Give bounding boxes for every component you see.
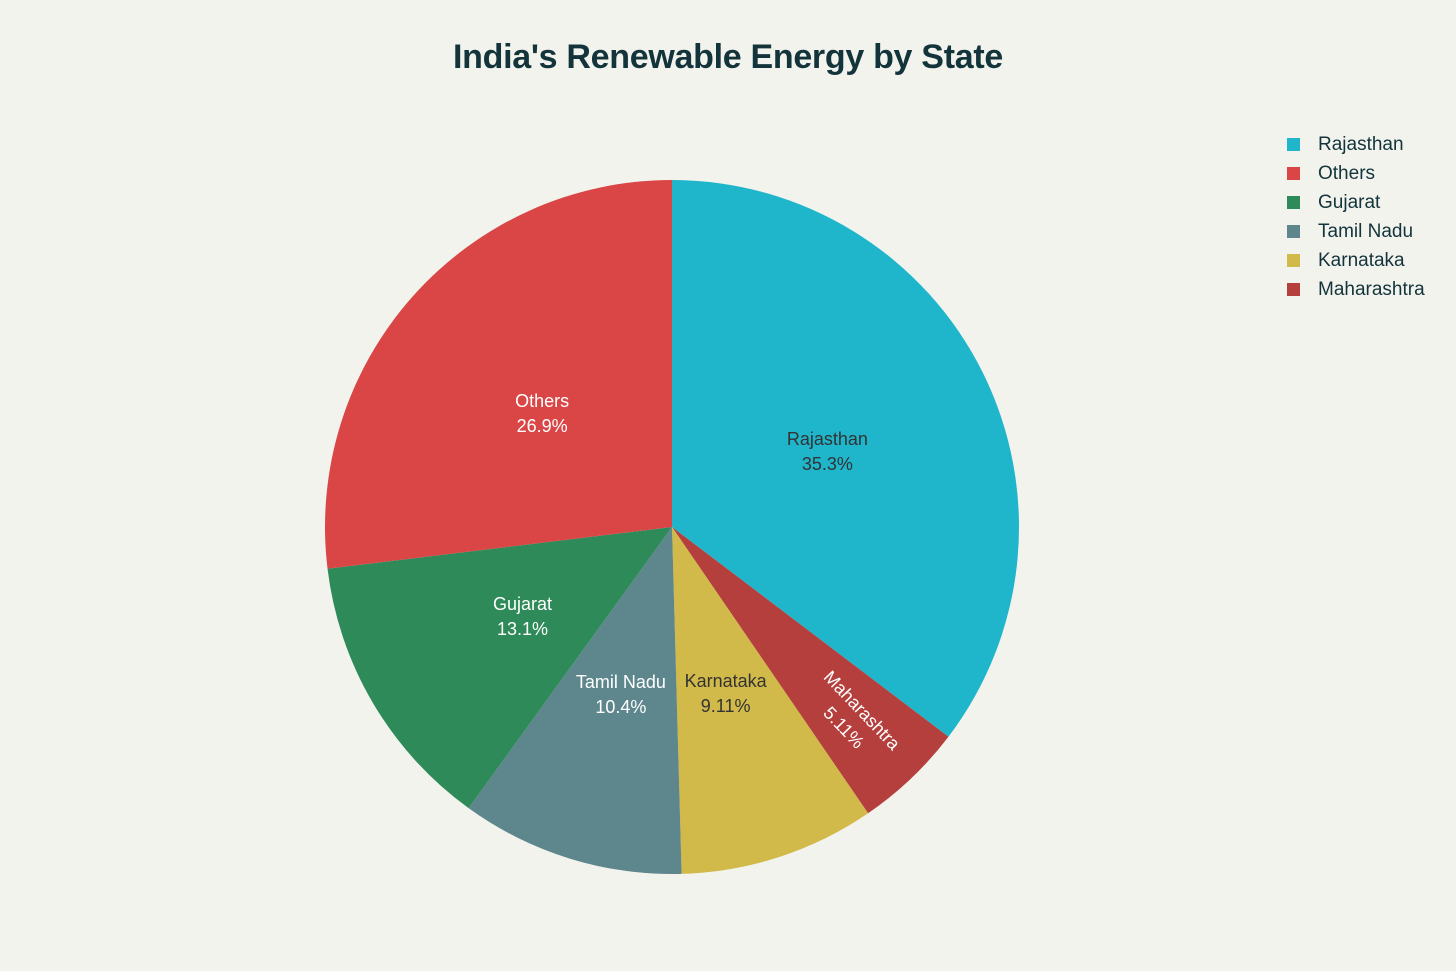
slice-label-percent: 26.9% bbox=[517, 416, 568, 436]
legend-item-maharashtra[interactable]: Maharashtra bbox=[1287, 275, 1425, 304]
legend-label: Maharashtra bbox=[1318, 278, 1425, 300]
legend-item-rajasthan[interactable]: Rajasthan bbox=[1287, 130, 1425, 159]
legend-swatch bbox=[1287, 196, 1300, 209]
slice-label-percent: 13.1% bbox=[497, 619, 548, 639]
legend-label: Tamil Nadu bbox=[1318, 220, 1414, 242]
legend-swatch bbox=[1287, 167, 1300, 180]
slice-label-percent: 35.3% bbox=[802, 454, 853, 474]
legend-label: Karnataka bbox=[1318, 249, 1405, 271]
pie-slice-maharashtra[interactable] bbox=[672, 527, 949, 814]
slice-label-percent: 9.11% bbox=[701, 696, 751, 716]
legend-item-gujarat[interactable]: Gujarat bbox=[1287, 188, 1425, 217]
slice-label-percent: 10.4% bbox=[595, 697, 646, 717]
slice-label-others: Others 26.9% bbox=[515, 391, 569, 436]
legend-item-tamil-nadu[interactable]: Tamil Nadu bbox=[1287, 217, 1425, 246]
legend-label: Others bbox=[1318, 162, 1376, 184]
slice-label-name: Rajasthan bbox=[787, 429, 868, 449]
slice-label-gujarat: Gujarat 13.1% bbox=[493, 594, 552, 639]
slice-label-rajasthan: Rajasthan 35.3% bbox=[787, 429, 868, 474]
legend-label: Gujarat bbox=[1318, 191, 1381, 213]
pie-slice-karnataka[interactable] bbox=[672, 527, 869, 874]
legend-item-others[interactable]: Others bbox=[1287, 159, 1425, 188]
slice-label-tamil-nadu: Tamil Nadu 10.4% bbox=[576, 672, 666, 717]
pie-slice-tamil-nadu[interactable] bbox=[468, 527, 682, 875]
legend-swatch bbox=[1287, 225, 1300, 238]
chart-title: India's Renewable Energy by State bbox=[453, 38, 1003, 76]
slice-label-name: Karnataka bbox=[685, 671, 768, 691]
slice-label-name: Others bbox=[515, 391, 569, 411]
pie-slice-others[interactable] bbox=[325, 180, 672, 569]
pie-slice-gujarat[interactable] bbox=[327, 527, 672, 809]
slice-label-karnataka: Karnataka 9.11% bbox=[685, 671, 768, 716]
pie-slices bbox=[325, 180, 1019, 875]
pie-slice-rajasthan[interactable] bbox=[672, 180, 1019, 737]
legend-swatch bbox=[1287, 254, 1300, 267]
legend-item-karnataka[interactable]: Karnataka bbox=[1287, 246, 1425, 275]
legend-swatch bbox=[1287, 138, 1300, 151]
slice-label-name: Gujarat bbox=[493, 594, 552, 614]
legend-swatch bbox=[1287, 283, 1300, 296]
legend: Rajasthan Others Gujarat Tamil Nadu Karnatak… bbox=[1287, 130, 1425, 304]
slice-label-name: Tamil Nadu bbox=[576, 672, 666, 692]
legend-label: Rajasthan bbox=[1318, 133, 1404, 155]
